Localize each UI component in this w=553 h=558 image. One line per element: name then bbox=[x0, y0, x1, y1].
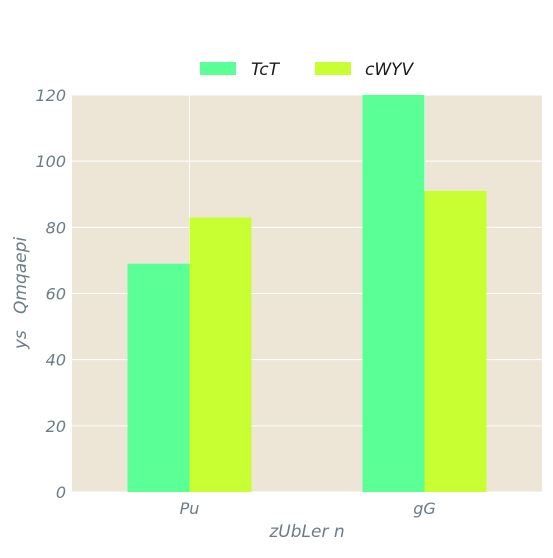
y-tick-label: 20 bbox=[46, 417, 66, 436]
y-tick-label: 0 bbox=[56, 483, 66, 502]
legend-swatch bbox=[200, 62, 236, 75]
bar bbox=[362, 95, 425, 492]
y-tick-label: 40 bbox=[46, 351, 66, 370]
legend-swatch bbox=[315, 62, 351, 75]
x-tick-label: Pu bbox=[180, 499, 200, 518]
legend-label: cWYV bbox=[365, 60, 415, 80]
x-axis: Pu gG bbox=[180, 499, 436, 518]
bar bbox=[424, 190, 487, 493]
bar bbox=[189, 217, 252, 493]
x-tick-label: gG bbox=[413, 499, 436, 518]
y-tick-label: 60 bbox=[46, 285, 66, 304]
y-axis-title: ys Qmqaepi bbox=[11, 237, 31, 351]
y-axis: 0 20 40 60 80 100 120 bbox=[35, 86, 66, 502]
bars bbox=[127, 95, 487, 493]
y-tick-label: 80 bbox=[46, 218, 66, 237]
legend: TcT cWYV bbox=[200, 60, 415, 80]
x-axis-title: zUbLer n bbox=[268, 522, 344, 542]
y-tick-label: 100 bbox=[35, 152, 66, 171]
legend-label: TcT bbox=[251, 60, 281, 80]
bar bbox=[127, 263, 190, 492]
y-tick-label: 120 bbox=[35, 86, 66, 105]
